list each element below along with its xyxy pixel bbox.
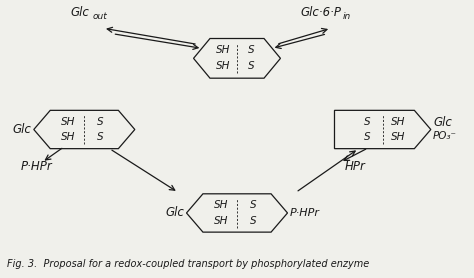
- Polygon shape: [186, 194, 288, 232]
- Text: S: S: [364, 132, 371, 142]
- Text: S: S: [247, 45, 254, 55]
- Text: Glc: Glc: [13, 123, 31, 136]
- Text: SH: SH: [391, 117, 405, 127]
- Text: S: S: [364, 117, 371, 127]
- Text: Glc·6·P: Glc·6·P: [301, 6, 341, 19]
- Text: SH: SH: [214, 200, 228, 210]
- Text: SH: SH: [61, 117, 75, 127]
- Text: Glc: Glc: [165, 207, 184, 219]
- Text: P·HPr: P·HPr: [21, 160, 53, 173]
- Text: S: S: [250, 216, 256, 226]
- Text: Glc: Glc: [70, 6, 89, 19]
- Text: SH: SH: [214, 216, 228, 226]
- Text: SH: SH: [391, 132, 405, 142]
- Text: PO₃⁻: PO₃⁻: [433, 131, 457, 142]
- Text: SH: SH: [216, 61, 230, 71]
- Text: S: S: [247, 61, 254, 71]
- Text: S: S: [97, 117, 104, 127]
- Polygon shape: [335, 110, 431, 149]
- Text: SH: SH: [216, 45, 230, 55]
- Text: out: out: [93, 13, 108, 21]
- Text: Glc: Glc: [433, 116, 452, 129]
- Text: HPr: HPr: [345, 160, 366, 173]
- Text: Fig. 3.  Proposal for a redox-coupled transport by phosphorylated enzyme: Fig. 3. Proposal for a redox-coupled tra…: [7, 259, 369, 269]
- Polygon shape: [34, 110, 135, 149]
- Polygon shape: [193, 38, 281, 78]
- Text: P·HPr: P·HPr: [290, 208, 320, 218]
- Text: in: in: [343, 13, 351, 21]
- Text: SH: SH: [61, 132, 75, 142]
- Text: S: S: [97, 132, 104, 142]
- Text: S: S: [250, 200, 256, 210]
